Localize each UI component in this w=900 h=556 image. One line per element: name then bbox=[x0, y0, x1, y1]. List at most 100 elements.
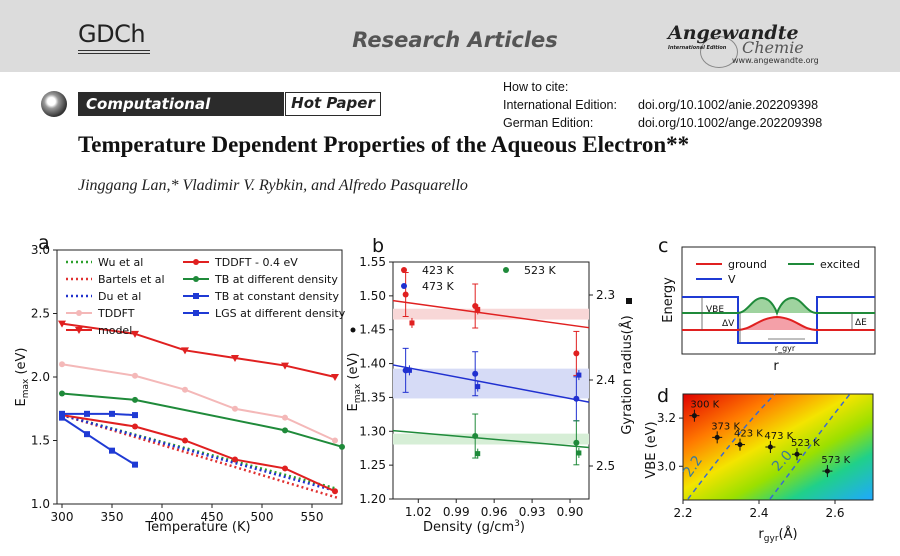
panel-c-xlabel: r bbox=[773, 359, 779, 374]
b-fit-line bbox=[392, 364, 590, 403]
b-ytick-right-label: 2.3 bbox=[596, 288, 615, 302]
a-point bbox=[132, 412, 138, 419]
panel-c-ylabel: Energy bbox=[661, 277, 676, 323]
a-xtick-label: 450 bbox=[201, 510, 224, 524]
a-xtick-label: 300 bbox=[51, 510, 74, 524]
a-series-line bbox=[61, 416, 136, 466]
d-xtick-label: 2.4 bbox=[749, 506, 768, 520]
journal-header bbox=[0, 0, 900, 72]
b-point-square bbox=[576, 372, 582, 378]
b-ytick-right-label: 2.5 bbox=[596, 459, 615, 473]
a-point bbox=[282, 427, 288, 434]
panel-d-xlabel: rgyr(Å) bbox=[758, 526, 797, 544]
panel-d-ylabel: VBE (eV) bbox=[644, 421, 659, 478]
a-point bbox=[332, 488, 338, 495]
a-point bbox=[332, 437, 338, 444]
b-point-circle bbox=[573, 395, 580, 402]
b-point-circle bbox=[472, 370, 479, 377]
a-point bbox=[282, 414, 288, 421]
b-ytick-right-label: 2.4 bbox=[596, 373, 615, 387]
d-point bbox=[794, 451, 800, 457]
a-point bbox=[59, 390, 65, 397]
a-legend-marker bbox=[193, 276, 199, 282]
b-point-square bbox=[409, 320, 415, 326]
b-legend-marker bbox=[503, 267, 509, 273]
b-ytick-label: 1.45 bbox=[359, 323, 386, 337]
a-point bbox=[182, 386, 188, 393]
a-ytick-label: 2.0 bbox=[31, 370, 50, 384]
a-legend-label: Du et al bbox=[98, 290, 141, 303]
gdch-logo: GDCh bbox=[78, 20, 146, 48]
a-point bbox=[58, 320, 66, 328]
b-point-square bbox=[406, 367, 412, 373]
b-ytick-label: 1.25 bbox=[359, 458, 386, 472]
hot-paper-icon bbox=[41, 91, 67, 117]
d-point-label: 423 K bbox=[734, 429, 763, 440]
article-title: Temperature Dependent Properties of the … bbox=[78, 132, 690, 157]
a-point bbox=[59, 361, 65, 368]
d-point-label: 523 K bbox=[791, 438, 820, 449]
b-legend-marker bbox=[401, 267, 407, 273]
a-ytick-label: 2.5 bbox=[31, 307, 50, 321]
panel-c-vbe-label: VBE bbox=[706, 305, 724, 315]
d-ytick-label: 3.0 bbox=[657, 459, 676, 473]
panel-c-excited-line bbox=[682, 296, 875, 317]
b-fit-line bbox=[392, 299, 590, 329]
panel-c-excited-fill bbox=[737, 298, 817, 313]
panel-label-c: c bbox=[658, 235, 668, 257]
b-point-square bbox=[475, 306, 481, 312]
a-legend-label: TB at different density bbox=[214, 273, 338, 286]
panel-d-ticks: 2.2 2.4 2.6 3.0 3.2 bbox=[657, 411, 845, 520]
angewandte-logo-chemie: Chemie bbox=[742, 38, 804, 57]
d-ytick-label: 3.2 bbox=[657, 411, 676, 425]
a-point bbox=[231, 354, 239, 362]
a-point bbox=[59, 414, 65, 421]
b-point-square bbox=[475, 384, 481, 390]
panel-c-legend-excited: excited bbox=[820, 258, 860, 271]
panel-a-axes bbox=[56, 249, 343, 505]
d-point bbox=[824, 468, 830, 474]
panel-b-plot bbox=[392, 272, 590, 466]
a-point bbox=[232, 456, 238, 463]
panel-label-b: b bbox=[372, 235, 384, 257]
panel-b-xlabel: Density (g/cm3) bbox=[423, 519, 525, 535]
panel-a-plot bbox=[58, 320, 345, 499]
a-ytick-label: 3.0 bbox=[31, 243, 50, 257]
d-point-label: 300 K bbox=[690, 400, 719, 411]
b-xtick-label: 0.93 bbox=[519, 505, 546, 519]
b-xtick-label: 1.02 bbox=[405, 505, 432, 519]
d-xtick-label: 2.2 bbox=[673, 506, 692, 520]
a-legend-label: Wu et al bbox=[98, 256, 143, 269]
a-point bbox=[132, 423, 138, 430]
panel-label-d: d bbox=[657, 385, 669, 407]
panel-c-de-label: ΔE bbox=[855, 318, 867, 328]
b-ytick-label: 1.30 bbox=[359, 424, 386, 438]
panel-c-ground-line bbox=[682, 315, 875, 331]
panel-a-ticks: 300 350 400 450 500 550 1.0 1.5 2.0 2.5 3.0 bbox=[31, 243, 324, 524]
panel-b-legend: 423 K 473 K 523 K bbox=[401, 264, 556, 293]
german-doi[interactable]: doi.org/10.1002/ange.202209398 bbox=[638, 116, 823, 130]
b-xtick-label: 0.90 bbox=[557, 505, 584, 519]
a-point bbox=[132, 461, 138, 468]
b-fit-line bbox=[392, 429, 590, 449]
international-doi[interactable]: doi.org/10.1002/anie.202209398 bbox=[638, 98, 819, 112]
gdch-underline-2 bbox=[78, 53, 150, 54]
b-ytick-label: 1.40 bbox=[359, 357, 386, 371]
b-point-circle bbox=[402, 291, 409, 298]
a-legend-label: TDDFT - 0.4 eV bbox=[214, 256, 298, 269]
panel-c-axes bbox=[681, 246, 876, 355]
panel-c: c ground excited V VBE ΔV ΔE r_gyr Energ… bbox=[658, 235, 876, 374]
d-point-label: 373 K bbox=[711, 421, 740, 432]
a-point bbox=[84, 431, 90, 438]
a-series-line bbox=[61, 363, 336, 442]
panel-b-ticks: 1.02 0.99 0.96 0.93 0.90 1.20 1.25 1.30 1.35 1.40… bbox=[359, 255, 615, 519]
panel-b-ylabel: Emax (eV) bbox=[346, 353, 363, 412]
d-point-label: 573 K bbox=[821, 455, 850, 466]
a-point bbox=[181, 347, 189, 355]
d-point bbox=[714, 434, 720, 440]
angewandte-url: www.angewandte.org bbox=[732, 56, 819, 65]
a-ytick-label: 1.5 bbox=[31, 434, 50, 448]
